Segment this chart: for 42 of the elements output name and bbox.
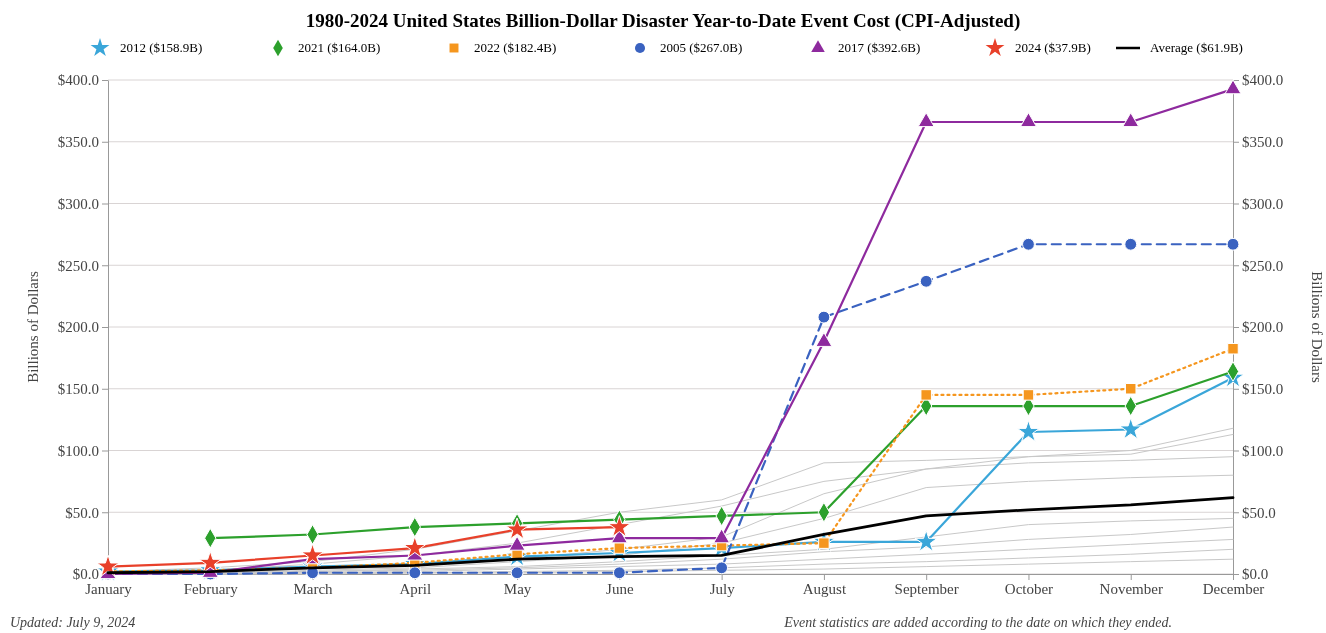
y2-tick-label: $150.0	[1242, 381, 1284, 398]
chart-title: 1980-2024 United States Billion-Dollar Disaster Year-to-Date Event Cost (CPI-Adjusted)	[305, 10, 1021, 32]
x-tick-label: July	[709, 580, 736, 597]
x-tick-label: August	[802, 580, 847, 597]
y-tick-label: $0.0	[72, 566, 99, 583]
text: Event statistics are added according to the date on which they ended.	[783, 615, 1172, 630]
y-tick-label: $300.0	[57, 195, 99, 212]
x-tick-label: December	[1202, 580, 1265, 597]
y-tick-label: $200.0	[57, 319, 99, 336]
legend-label: 2005 ($267.0B)	[660, 40, 743, 55]
x-tick-label: February	[183, 580, 239, 597]
y2-tick-label: $50.0	[1242, 504, 1276, 521]
x-tick-label: April	[399, 580, 432, 597]
y2-tick-label: $200.0	[1242, 319, 1284, 336]
x-tick-label: October	[1004, 580, 1054, 597]
text: Updated: July 9, 2024	[10, 615, 136, 630]
y-tick-label: $250.0	[57, 257, 99, 274]
y-tick-label: $150.0	[57, 381, 99, 398]
x-tick-label: January	[85, 580, 133, 597]
legend-label: Average ($61.9B)	[1150, 40, 1243, 55]
x-tick-label: November	[1099, 580, 1163, 597]
y-tick-label: $50.0	[65, 504, 99, 521]
legend-label: 2021 ($164.0B)	[298, 40, 381, 55]
y-axis-title: Billions of Dollars	[25, 271, 41, 383]
legend-label: 2022 ($182.4B)	[474, 40, 557, 55]
y2-axis-title: Billions of Dollars	[1309, 271, 1325, 383]
x-tick-label: May	[503, 580, 532, 597]
legend-label: 2012 ($158.9B)	[120, 40, 203, 55]
legend-label: 2017 ($392.6B)	[838, 40, 921, 55]
y-tick-label: $100.0	[57, 442, 99, 459]
x-tick-label: September	[894, 580, 959, 597]
x-tick-label: June	[606, 580, 634, 597]
y2-tick-label: $250.0	[1242, 257, 1284, 274]
y2-tick-label: $400.0	[1242, 72, 1284, 89]
y2-tick-label: $100.0	[1242, 442, 1284, 459]
y2-tick-label: $350.0	[1242, 134, 1284, 151]
y-tick-label: $350.0	[57, 134, 99, 151]
y-tick-label: $400.0	[57, 72, 99, 89]
x-tick-label: March	[293, 580, 334, 597]
y2-tick-label: $300.0	[1242, 195, 1284, 212]
legend-label: 2024 ($37.9B)	[1015, 40, 1091, 55]
y2-tick-label: $0.0	[1242, 566, 1269, 583]
